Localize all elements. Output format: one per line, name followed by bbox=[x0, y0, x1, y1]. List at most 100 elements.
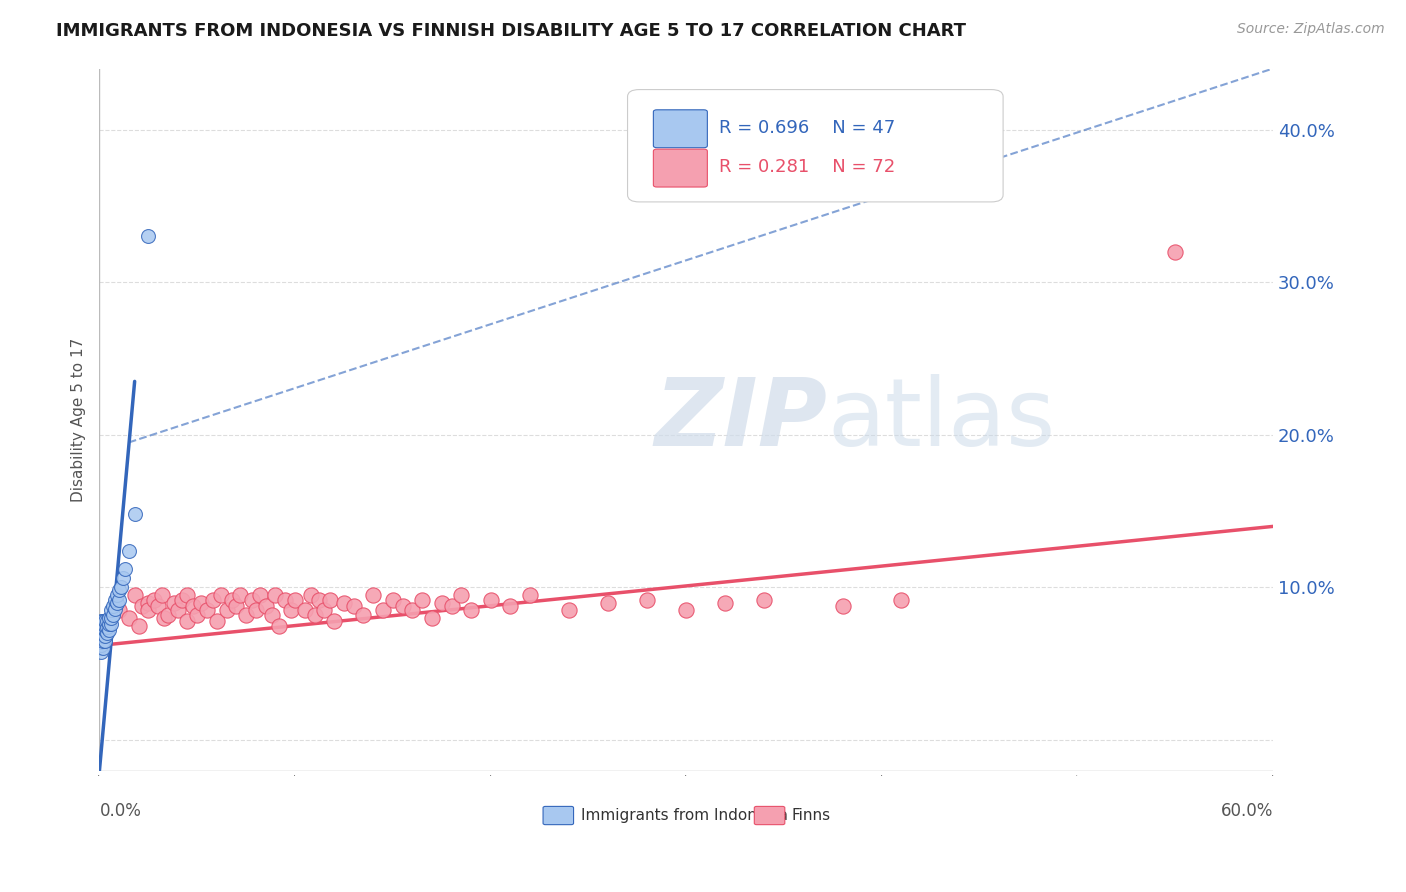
Point bbox=[124, 588, 146, 602]
Point bbox=[636, 592, 658, 607]
Point bbox=[353, 607, 375, 622]
Point bbox=[190, 596, 212, 610]
Point bbox=[163, 596, 186, 610]
Point bbox=[831, 599, 853, 613]
Point bbox=[111, 571, 134, 585]
Point bbox=[499, 599, 522, 613]
Point bbox=[269, 618, 291, 632]
Point bbox=[890, 592, 912, 607]
Point bbox=[308, 592, 330, 607]
Point bbox=[90, 626, 112, 640]
Point bbox=[94, 633, 117, 648]
Point bbox=[138, 229, 160, 244]
Point bbox=[108, 603, 131, 617]
Point bbox=[209, 588, 232, 602]
FancyBboxPatch shape bbox=[654, 110, 707, 148]
Point bbox=[215, 603, 238, 617]
Point bbox=[93, 633, 115, 648]
Point bbox=[110, 581, 132, 595]
Point bbox=[128, 618, 150, 632]
Point bbox=[98, 623, 121, 637]
Point bbox=[304, 607, 326, 622]
Point bbox=[675, 603, 697, 617]
Point bbox=[391, 599, 413, 613]
Point bbox=[361, 588, 384, 602]
Point bbox=[440, 599, 463, 613]
FancyBboxPatch shape bbox=[754, 806, 785, 824]
Point bbox=[245, 603, 267, 617]
Point bbox=[100, 611, 122, 625]
Point bbox=[333, 596, 356, 610]
Point bbox=[124, 507, 146, 521]
FancyBboxPatch shape bbox=[543, 806, 574, 824]
Point bbox=[89, 641, 111, 656]
Point bbox=[299, 588, 322, 602]
Point bbox=[714, 596, 737, 610]
Point bbox=[294, 603, 316, 617]
Point bbox=[249, 588, 271, 602]
Point bbox=[94, 629, 117, 643]
Point bbox=[90, 620, 112, 634]
Text: Immigrants from Indonesia: Immigrants from Indonesia bbox=[581, 808, 787, 823]
Point bbox=[93, 629, 115, 643]
Point bbox=[201, 592, 224, 607]
Point bbox=[100, 617, 122, 632]
Point bbox=[93, 614, 115, 628]
Point bbox=[108, 583, 131, 598]
Point bbox=[96, 614, 118, 628]
Point bbox=[401, 603, 423, 617]
FancyBboxPatch shape bbox=[627, 89, 1002, 202]
Point bbox=[221, 592, 243, 607]
Point bbox=[90, 623, 112, 637]
Point bbox=[319, 592, 342, 607]
Point bbox=[558, 603, 581, 617]
Point bbox=[420, 611, 443, 625]
Point bbox=[314, 603, 336, 617]
Point bbox=[479, 592, 502, 607]
Point bbox=[195, 603, 218, 617]
Point bbox=[90, 644, 112, 658]
Point bbox=[90, 629, 112, 643]
Point bbox=[146, 599, 169, 613]
Y-axis label: Disability Age 5 to 17: Disability Age 5 to 17 bbox=[72, 337, 86, 501]
Point bbox=[143, 592, 166, 607]
Point bbox=[176, 588, 198, 602]
Text: IMMIGRANTS FROM INDONESIA VS FINNISH DISABILITY AGE 5 TO 17 CORRELATION CHART: IMMIGRANTS FROM INDONESIA VS FINNISH DIS… bbox=[56, 22, 966, 40]
Point bbox=[93, 617, 115, 632]
Point bbox=[101, 599, 124, 613]
FancyBboxPatch shape bbox=[654, 149, 707, 187]
Point bbox=[323, 614, 346, 628]
Point bbox=[371, 603, 394, 617]
Point bbox=[156, 607, 179, 622]
Point bbox=[98, 617, 121, 632]
Point bbox=[460, 603, 482, 617]
Point bbox=[381, 592, 404, 607]
Point bbox=[264, 588, 287, 602]
Text: Finns: Finns bbox=[792, 808, 831, 823]
Point bbox=[94, 618, 117, 632]
Point bbox=[519, 588, 541, 602]
Point bbox=[225, 599, 247, 613]
Point bbox=[274, 592, 297, 607]
Point bbox=[280, 603, 302, 617]
Point bbox=[181, 599, 204, 613]
Text: Source: ZipAtlas.com: Source: ZipAtlas.com bbox=[1237, 22, 1385, 37]
Point bbox=[93, 626, 115, 640]
Point bbox=[411, 592, 433, 607]
Point bbox=[118, 544, 141, 558]
Text: 0.0%: 0.0% bbox=[100, 802, 142, 820]
Point bbox=[131, 599, 153, 613]
Point bbox=[240, 592, 263, 607]
Point bbox=[153, 611, 176, 625]
Point bbox=[596, 596, 619, 610]
Point bbox=[235, 607, 257, 622]
Point bbox=[93, 622, 115, 636]
Point bbox=[96, 626, 118, 640]
Text: atlas: atlas bbox=[827, 374, 1056, 466]
Point bbox=[98, 611, 121, 625]
Point bbox=[170, 592, 193, 607]
Point bbox=[104, 602, 127, 616]
Point bbox=[101, 607, 124, 622]
Point bbox=[100, 603, 122, 617]
Point bbox=[754, 592, 776, 607]
